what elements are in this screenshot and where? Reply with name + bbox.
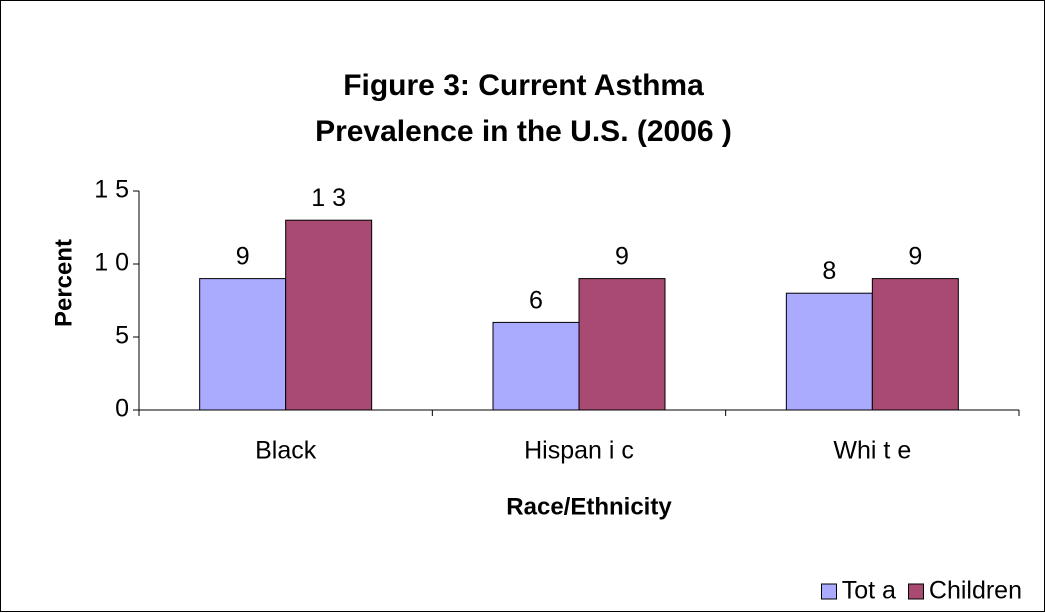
x-tick-label: Hispan i c — [524, 437, 634, 465]
bars — [199, 219, 959, 411]
data-labels: 9 1 3 6 9 8 9 — [236, 184, 923, 314]
bar-total — [785, 292, 873, 411]
bar-total — [492, 321, 580, 411]
x-axis: Black Hispan i c Whi t e — [138, 409, 1020, 465]
data-label-children: 1 3 — [311, 184, 346, 212]
y-tick-label: 0 — [115, 395, 129, 423]
y-tick-label: 5 — [115, 322, 129, 350]
bar-total — [199, 278, 287, 411]
legend-label-total: Tot a — [841, 576, 896, 605]
bar-children — [578, 278, 666, 411]
data-label-children: 9 — [908, 243, 922, 271]
legend-label-children: Children — [928, 576, 1022, 605]
data-label-children: 9 — [615, 243, 629, 271]
x-axis-label: Race/Ethnicity — [506, 493, 672, 520]
y-tick-label: 1 0 — [94, 249, 129, 277]
chart-title: Figure 3: Current Asthma Prevalence in t… — [1, 63, 1045, 155]
data-label-total: 9 — [236, 243, 250, 271]
legend-swatch-children — [907, 583, 924, 599]
legend-item-children: Children — [907, 576, 1022, 606]
y-tick-label: 1 5 — [94, 176, 129, 204]
legend-item-total: Tot a — [820, 576, 896, 606]
chart-title-line-1: Figure 3: Current Asthma — [343, 69, 704, 102]
data-label-total: 6 — [529, 286, 543, 314]
legend: Tot a Children — [820, 576, 1022, 606]
y-axis-label: Percent — [50, 239, 77, 327]
x-tick-label: Black — [255, 437, 317, 465]
x-tick-label: Whi t e — [833, 437, 911, 465]
y-axis: 0 5 1 0 1 5 — [94, 176, 140, 423]
chart-title-line-2: Prevalence in the U.S. (2006 ) — [315, 115, 732, 148]
bar-children — [871, 278, 959, 411]
legend-swatch-total — [820, 583, 837, 599]
data-label-total: 8 — [822, 257, 836, 285]
bar-children — [285, 219, 373, 411]
